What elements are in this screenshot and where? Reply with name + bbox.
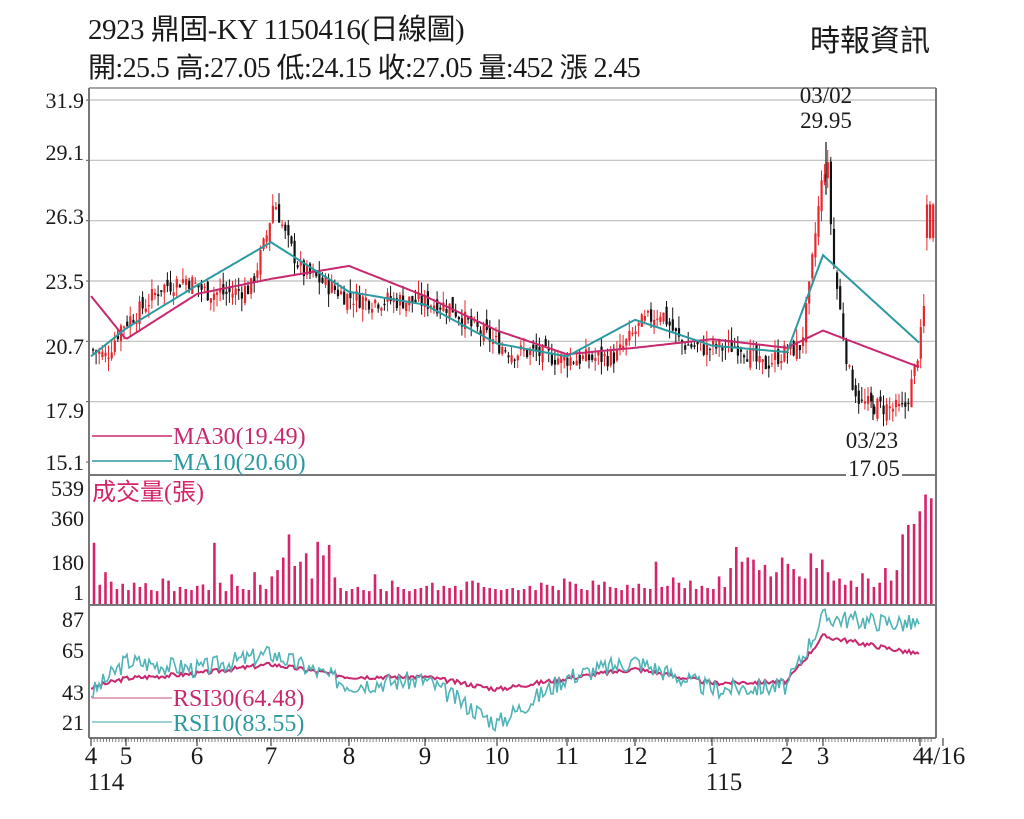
rsi30-line: [91, 633, 920, 693]
volume-bars: [92, 494, 933, 604]
volume-y-axis: 539 360 180 1: [51, 476, 84, 605]
xtick-month: 9: [419, 743, 432, 770]
xtick-month: 12: [623, 743, 648, 770]
ytick-360: 360: [51, 506, 84, 531]
ytick-17-9: 17.9: [46, 398, 85, 423]
low-date-label: 03/23: [846, 428, 898, 453]
xtick-month: 10: [485, 743, 510, 770]
high-date-label: 03/02: [800, 83, 852, 108]
price-y-axis: 31.9 29.1 26.3 23.5 20.7 17.9 15.1: [46, 88, 85, 475]
rsi10-line: [90, 608, 920, 733]
xtick-month: 1: [706, 743, 719, 770]
xtick-month: 5: [120, 743, 133, 770]
ytick-1: 1: [73, 580, 84, 605]
xtick-month: 4: [85, 743, 98, 770]
low-value-label: 17.05: [848, 456, 900, 481]
ytick-31-9: 31.9: [46, 88, 85, 113]
xtick-year: 114: [88, 769, 125, 796]
xtick-month: 7: [265, 743, 278, 770]
xtick-month: 8: [343, 743, 356, 770]
ytick-65: 65: [62, 638, 84, 663]
high-annotation: 03/02 29.95: [800, 83, 852, 133]
ytick-43: 43: [62, 680, 84, 705]
xtick-month: 3: [817, 743, 830, 770]
xtick-month: 4: [913, 743, 926, 770]
ytick-87: 87: [62, 607, 84, 632]
x-axis: 4 5 6 7 8 9 10 11 12 1 2 3 4 4/16 114 11…: [85, 743, 965, 796]
rsi10-legend-label: RSI10(83.55): [173, 711, 304, 737]
ytick-15-1: 15.1: [46, 450, 85, 475]
xtick-month: 2: [781, 743, 794, 770]
ytick-23-5: 23.5: [46, 269, 85, 294]
low-annotation: 03/23 17.05: [846, 428, 902, 481]
ma30-legend-label: MA30(19.49): [173, 424, 306, 450]
high-value-label: 29.95: [800, 108, 852, 133]
rsi-legend: RSI30(64.48) RSI10(83.55): [92, 686, 304, 737]
ytick-539: 539: [51, 476, 84, 501]
ytick-29-1: 29.1: [46, 140, 85, 165]
x-axis-minor-ticks: [90, 738, 944, 746]
ma10-legend-label: MA10(20.60): [173, 450, 306, 476]
volume-panel-title: 成交量(張): [92, 479, 204, 506]
price-gridlines: [86, 99, 936, 463]
ytick-180: 180: [51, 550, 84, 575]
xtick-month: 6: [191, 743, 204, 770]
rsi-y-axis: 87 65 43 21: [62, 607, 84, 735]
source-label: 時報資訊: [810, 25, 930, 58]
candlesticks: [92, 142, 935, 427]
ma10-line: [90, 241, 920, 358]
ytick-20-7: 20.7: [46, 334, 85, 359]
ytick-26-3: 26.3: [46, 204, 85, 229]
ma30-line: [90, 264, 920, 368]
rsi30-legend-label: RSI30(64.48): [173, 686, 304, 712]
ohlc-summary: 開:25.5 高:27.05 低:24.15 收:27.05 量:452 漲 2…: [88, 53, 641, 84]
ma-legend: MA30(19.49) MA10(20.60): [92, 424, 306, 476]
xtick-month: 11: [555, 743, 579, 770]
ytick-21: 21: [62, 710, 84, 735]
xtick-last-date: 4/16: [921, 743, 965, 770]
xtick-year: 115: [706, 769, 743, 796]
chart-title: 2923 鼎固-KY 1150416(日線圖): [88, 14, 465, 46]
